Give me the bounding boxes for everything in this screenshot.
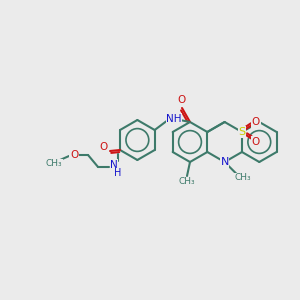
Text: CH₃: CH₃ bbox=[46, 160, 62, 169]
Text: H: H bbox=[114, 168, 122, 178]
Text: CH₃: CH₃ bbox=[179, 178, 195, 187]
Text: O: O bbox=[178, 95, 186, 105]
Text: N: N bbox=[110, 160, 118, 170]
Text: N: N bbox=[220, 157, 229, 167]
Text: O: O bbox=[252, 117, 260, 127]
Text: S: S bbox=[238, 127, 245, 137]
Text: CH₃: CH₃ bbox=[234, 173, 251, 182]
Text: O: O bbox=[99, 142, 107, 152]
Text: O: O bbox=[70, 150, 78, 160]
Text: NH: NH bbox=[166, 114, 182, 124]
Text: O: O bbox=[252, 137, 260, 147]
